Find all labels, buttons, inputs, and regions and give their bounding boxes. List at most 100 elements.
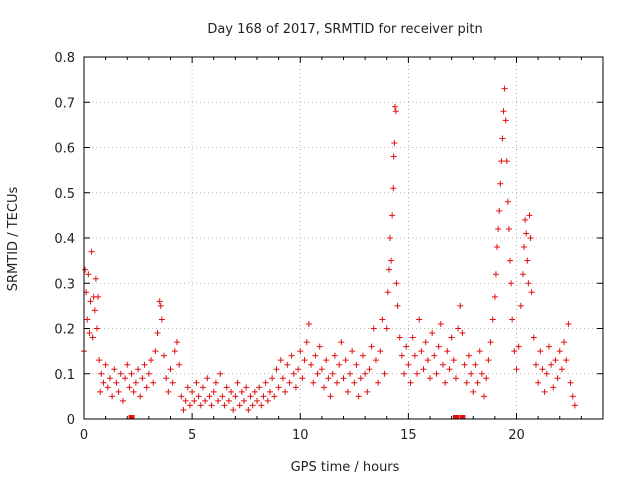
- data-point: [418, 348, 425, 355]
- data-point: [444, 348, 451, 355]
- data-point: [247, 393, 254, 400]
- y-tick-label: 0: [67, 413, 75, 428]
- data-point: [178, 393, 185, 400]
- y-tick-label: 0.7: [54, 96, 75, 111]
- data-point: [95, 293, 102, 300]
- data-point: [195, 393, 202, 400]
- data-point: [437, 320, 444, 327]
- data-point: [390, 185, 397, 192]
- data-point: [157, 302, 164, 309]
- data-point: [552, 357, 559, 364]
- data-point: [258, 402, 265, 409]
- data-point: [379, 316, 386, 323]
- data-point: [535, 379, 542, 386]
- data-point: [318, 366, 325, 373]
- data-point: [193, 379, 200, 386]
- data-point: [545, 343, 552, 350]
- data-point: [556, 348, 563, 355]
- data-point: [245, 406, 252, 413]
- data-point: [184, 384, 191, 391]
- data-point: [370, 325, 377, 332]
- data-point: [416, 316, 423, 323]
- data-point: [489, 316, 496, 323]
- tick-marks: [83, 56, 603, 420]
- data-point: [284, 361, 291, 368]
- data-point: [323, 357, 330, 364]
- data-point: [511, 348, 518, 355]
- data-point: [150, 379, 157, 386]
- data-point: [503, 158, 510, 165]
- data-point: [481, 393, 488, 400]
- data-point: [191, 397, 198, 404]
- data-point: [221, 402, 228, 409]
- data-point: [388, 257, 395, 264]
- data-point: [497, 180, 504, 187]
- data-point: [325, 375, 332, 382]
- data-point: [299, 375, 306, 382]
- data-point: [377, 348, 384, 355]
- data-point: [180, 406, 187, 413]
- data-point: [130, 388, 137, 395]
- data-point: [126, 384, 133, 391]
- data-point: [424, 357, 431, 364]
- data-point: [286, 379, 293, 386]
- data-point: [558, 366, 565, 373]
- data-point: [513, 366, 520, 373]
- data-point: [156, 298, 163, 305]
- data-point: [154, 330, 161, 337]
- x-tick-label: 0: [80, 428, 88, 443]
- data-point: [91, 307, 98, 314]
- data-point: [411, 352, 418, 359]
- data-point: [422, 339, 429, 346]
- data-point: [334, 379, 341, 386]
- x-tick-label: 5: [188, 428, 196, 443]
- data-point: [321, 384, 328, 391]
- y-tick-label: 0.6: [54, 142, 75, 157]
- data-point: [478, 370, 485, 377]
- data-point: [383, 325, 390, 332]
- data-point: [364, 388, 371, 395]
- data-point: [521, 244, 528, 251]
- data-point: [176, 361, 183, 368]
- data-point: [292, 384, 299, 391]
- data-point: [393, 280, 400, 287]
- data-point: [351, 379, 358, 386]
- data-point: [571, 402, 578, 409]
- data-point: [494, 244, 501, 251]
- data-point: [435, 343, 442, 350]
- data-point: [115, 388, 122, 395]
- data-point: [427, 375, 433, 382]
- data-point: [403, 343, 410, 350]
- grid: [84, 57, 603, 419]
- data-point: [355, 393, 362, 400]
- data-point: [331, 352, 338, 359]
- data-point: [275, 384, 282, 391]
- data-point: [97, 388, 104, 395]
- data-point: [204, 375, 211, 382]
- data-point: [223, 384, 230, 391]
- data-point: [563, 357, 570, 364]
- data-point: [225, 397, 232, 404]
- data-point: [338, 339, 345, 346]
- data-point: [414, 370, 421, 377]
- data-point: [390, 153, 397, 160]
- data-point: [499, 135, 506, 142]
- y-tick-label: 0.8: [54, 51, 75, 66]
- data-point: [117, 370, 124, 377]
- y-tick-label: 0.1: [54, 368, 75, 383]
- data-point: [89, 334, 96, 341]
- data-point: [282, 388, 289, 395]
- data-point: [85, 271, 92, 278]
- data-point: [303, 339, 310, 346]
- data-point: [100, 379, 107, 386]
- data-point: [124, 361, 131, 368]
- data-point: [288, 352, 295, 359]
- data-point: [305, 320, 312, 327]
- data-point: [409, 334, 416, 341]
- data-point: [271, 393, 278, 400]
- data-point: [372, 357, 379, 364]
- data-point: [448, 334, 455, 341]
- data-point: [548, 361, 555, 368]
- data-point: [314, 370, 321, 377]
- data-point: [273, 366, 280, 373]
